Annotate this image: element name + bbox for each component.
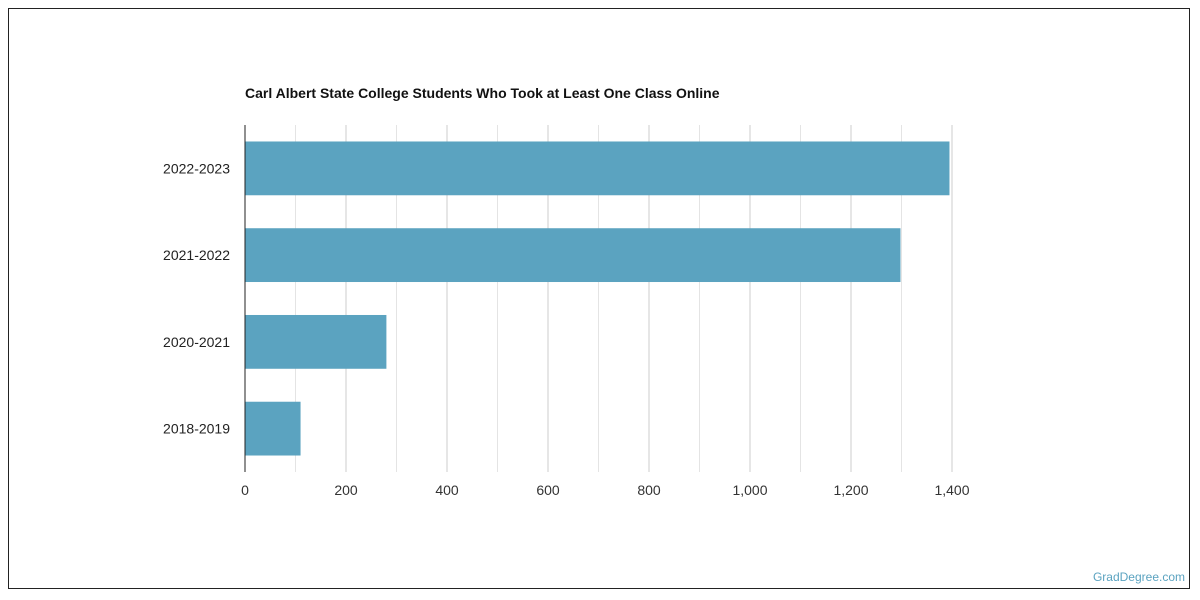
bar (245, 141, 950, 196)
chart-title: Carl Albert State College Students Who T… (245, 85, 720, 101)
x-tick-label: 0 (241, 482, 249, 498)
x-tick-label: 800 (637, 482, 661, 498)
x-tick-label: 1,000 (732, 482, 767, 498)
x-tick-label: 1,400 (934, 482, 969, 498)
category-label: 2020-2021 (163, 334, 230, 350)
category-label: 2021-2022 (163, 247, 230, 263)
bar (245, 401, 301, 456)
bar (245, 314, 387, 369)
x-tick-label: 1,200 (833, 482, 868, 498)
bar (245, 228, 901, 283)
credit-link[interactable]: GradDegree.com (1092, 570, 1185, 584)
category-label: 2022-2023 (163, 160, 230, 176)
x-tick-label: 400 (435, 482, 459, 498)
x-tick-label: 200 (334, 482, 358, 498)
category-label: 2018-2019 (163, 421, 230, 437)
x-tick-label: 600 (536, 482, 560, 498)
